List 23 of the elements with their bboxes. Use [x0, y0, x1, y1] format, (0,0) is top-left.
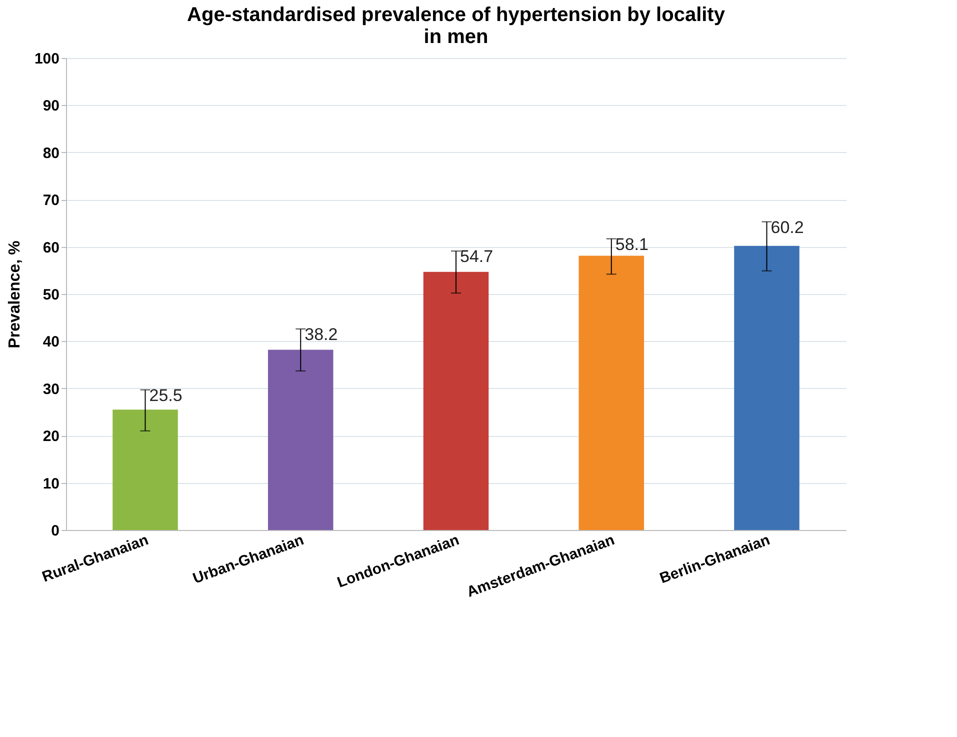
data-label: 60.2 — [770, 218, 804, 237]
y-tick-label: 90 — [42, 98, 60, 115]
y-tick-label: 50 — [42, 286, 60, 304]
data-label: 58.1 — [615, 234, 648, 254]
data-label: 54.7 — [460, 247, 494, 266]
data-label: 38.2 — [304, 324, 338, 344]
y-axis-title: Prevalence, % — [6, 240, 24, 348]
chart-title: Age-standardised prevalence of hypertension by locality in men — [187, 4, 726, 48]
y-tick-label: 30 — [42, 380, 60, 398]
bar — [734, 246, 800, 530]
bar — [578, 256, 644, 530]
y-tick-label: 100 — [34, 50, 60, 68]
bar — [268, 350, 334, 530]
bar — [112, 410, 178, 530]
bar — [423, 272, 489, 530]
y-tick-label: 80 — [42, 144, 60, 162]
y-tick-label: 10 — [42, 475, 60, 492]
data-label: 25.5 — [149, 386, 182, 405]
y-tick-label: 0 — [51, 522, 60, 540]
y-tick-label: 60 — [42, 239, 60, 256]
y-tick-label: 70 — [42, 192, 60, 210]
y-tick-label: 20 — [42, 428, 60, 446]
y-tick-label: 40 — [42, 334, 60, 351]
